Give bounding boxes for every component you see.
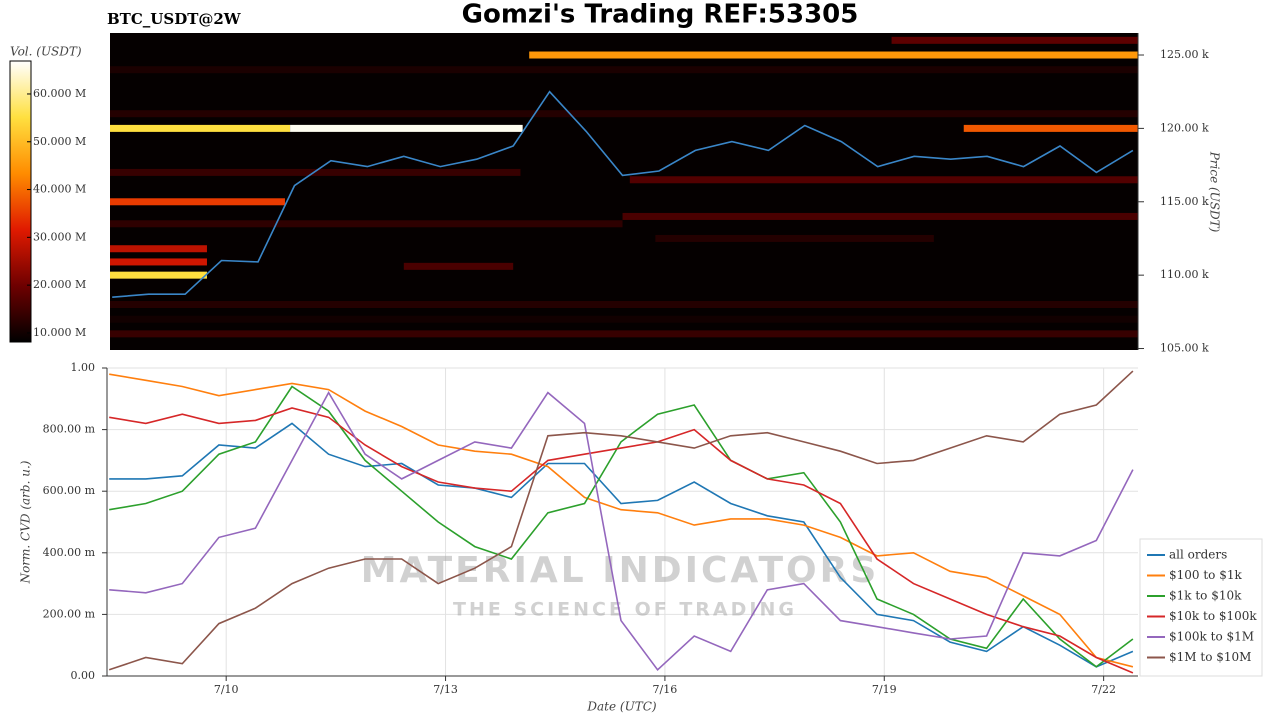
heat-cell	[110, 220, 623, 228]
y-tick-label: 600.00 m	[43, 484, 96, 497]
heat-cell	[110, 301, 1138, 309]
legend-label: $1M to $10M	[1169, 650, 1251, 664]
heat-cell	[110, 66, 1138, 74]
colorbar-tick-label: 10.000 M	[33, 326, 86, 339]
watermark: MATERIAL INDICATORS	[361, 550, 880, 591]
y-axis-label: Price (USDT)	[1208, 151, 1222, 233]
y-tick-label: 200.00 m	[43, 607, 96, 620]
heat-cell	[963, 124, 1138, 132]
heat-cell	[110, 198, 285, 206]
heat-cell	[655, 234, 934, 242]
heat-cell	[110, 330, 1138, 338]
y-tick-label: 120.00 k	[1160, 121, 1209, 134]
x-tick-label: 7/13	[433, 683, 458, 696]
legend-label: $1k to $10k	[1169, 589, 1242, 603]
legend-label: $100 to $1k	[1169, 568, 1242, 582]
x-tick-label: 7/16	[653, 683, 678, 696]
heat-cell	[110, 168, 521, 176]
heat-cell	[110, 315, 1138, 323]
y-tick-label: 400.00 m	[43, 546, 96, 559]
y-tick-label: 0.00	[71, 669, 96, 682]
x-tick-label: 7/19	[872, 683, 897, 696]
heat-cell	[110, 245, 207, 253]
x-tick-label: 7/22	[1091, 683, 1116, 696]
heat-cell	[110, 124, 291, 132]
heat-cell	[290, 124, 523, 132]
cvd-line	[108, 370, 1134, 671]
cvd-line	[109, 390, 1134, 671]
heat-cell	[110, 271, 207, 279]
plot-background	[110, 33, 1138, 350]
legend-label: $100k to $1M	[1169, 630, 1254, 644]
heat-cell	[891, 36, 1138, 44]
colorbar-tick-label: 40.000 M	[33, 183, 86, 196]
y-tick-label: 105.00 k	[1160, 342, 1209, 355]
colorbar	[9, 60, 32, 343]
heat-cell	[529, 51, 1138, 59]
x-tick-label: 7/10	[214, 683, 239, 696]
colorbar-tick-label: 50.000 M	[33, 135, 86, 148]
heat-cell	[629, 176, 1138, 184]
colorbar-tick-label: 20.000 M	[33, 278, 86, 291]
chart-subtitle: BTC_USDT@2W	[107, 10, 242, 28]
y-tick-label: 110.00 k	[1160, 268, 1209, 281]
legend-label: all orders	[1169, 548, 1227, 562]
heat-cell	[622, 212, 1138, 220]
y-tick-label: 115.00 k	[1160, 195, 1209, 208]
colorbar-label: Vol. (USDT)	[10, 45, 82, 59]
chart-title: Gomzi's Trading REF:53305	[462, 0, 859, 30]
heat-cell	[110, 110, 1138, 118]
cvd-line	[109, 407, 1134, 674]
price-line	[112, 90, 1134, 298]
y-axis-label: Norm. CVD (arb. u.)	[19, 460, 33, 584]
colorbar-tick-label: 30.000 M	[33, 230, 86, 243]
legend-box	[1139, 538, 1263, 677]
cvd-line	[109, 373, 1134, 668]
colorbar-tick-label: 60.000 M	[33, 87, 86, 100]
y-tick-label: 125.00 k	[1160, 48, 1209, 61]
cvd-line	[109, 385, 1134, 668]
legend-label: $10k to $100k	[1169, 609, 1257, 623]
heat-cell	[403, 262, 514, 270]
cvd-line	[109, 422, 1134, 668]
y-tick-label: 1.00	[71, 361, 96, 374]
watermark: THE SCIENCE OF TRADING	[453, 599, 797, 621]
x-axis-label: Date (UTC)	[586, 700, 656, 714]
y-tick-label: 800.00 m	[43, 423, 96, 436]
heat-cell	[110, 258, 207, 266]
